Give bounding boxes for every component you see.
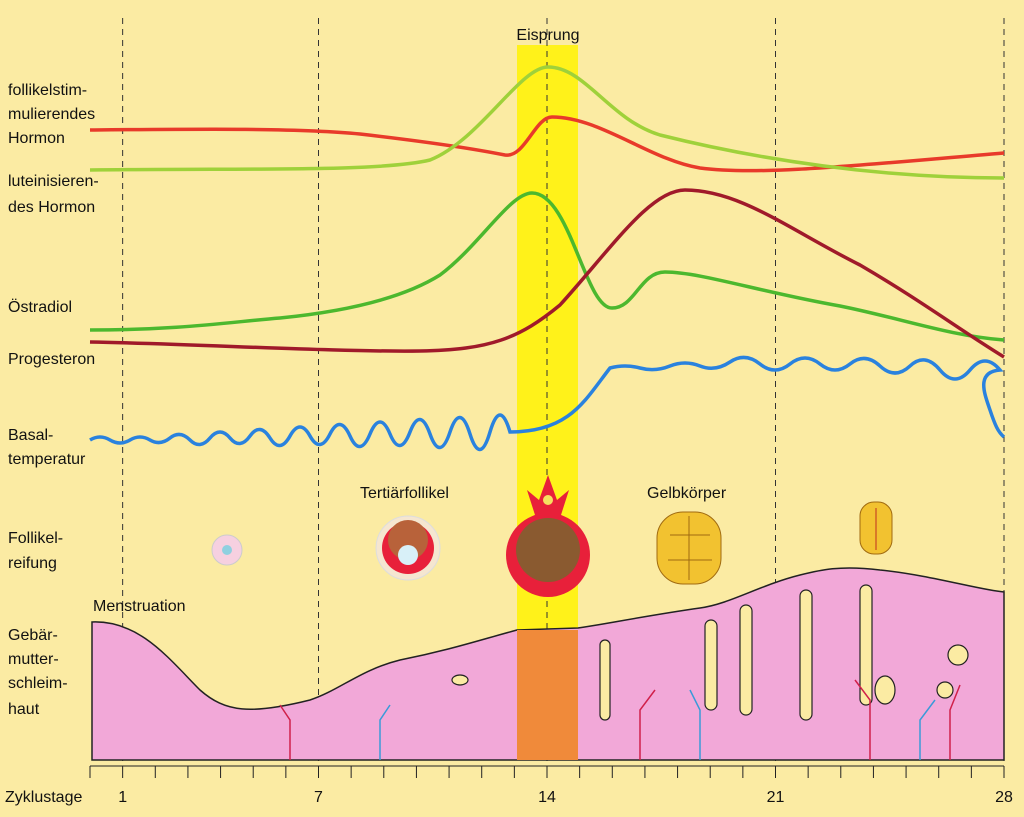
row-label: Follikel- (8, 530, 63, 547)
row-label: reifung (8, 555, 57, 572)
fsh-curve (89, 115, 1005, 173)
ovulation-endometrium (517, 630, 578, 760)
basal-temperature-curve (89, 355, 1006, 452)
row-label: schleim- (8, 675, 68, 692)
released-oocyte (543, 495, 553, 505)
row-label: mutter- (8, 651, 59, 668)
row-label: follikelstim- (8, 82, 87, 99)
ovulation-label: Eisprung (516, 27, 579, 44)
row-label: haut (8, 701, 40, 718)
vessels (279, 679, 961, 760)
row-label: Gebär- (8, 627, 58, 644)
tick-label: 21 (767, 789, 785, 806)
tick-label: 1 (118, 789, 127, 806)
ovulating-antrum (516, 518, 580, 582)
row-label: Basal- (8, 427, 53, 444)
row-label: Progesteron (8, 351, 95, 368)
vessels-blue (379, 689, 936, 760)
axis-label: Zyklustage (5, 789, 82, 806)
row-label: temperatur (8, 451, 86, 468)
row-label: luteinisieren- (8, 173, 99, 190)
estradiol-curve (89, 191, 1005, 342)
corpus-luteum-folds (668, 516, 712, 580)
lh-curve (89, 65, 1005, 180)
tick-label: 7 (314, 789, 323, 806)
oocyte (222, 545, 232, 555)
stage-label: Tertiärfollikel (360, 485, 449, 502)
tick-label: 14 (538, 789, 556, 806)
oocyte (398, 545, 418, 565)
progesterone-curve (89, 188, 1005, 359)
row-label: mulierendes (8, 106, 95, 123)
row-label: Östradiol (8, 298, 72, 316)
antrum (388, 520, 428, 560)
row-label: Hormon (8, 130, 65, 147)
stage-label: Gelbkörper (647, 485, 727, 502)
row-label: des Hormon (8, 199, 95, 216)
stage-label: Menstruation (93, 598, 186, 615)
glands (451, 584, 969, 721)
tick-label: 28 (995, 789, 1013, 806)
